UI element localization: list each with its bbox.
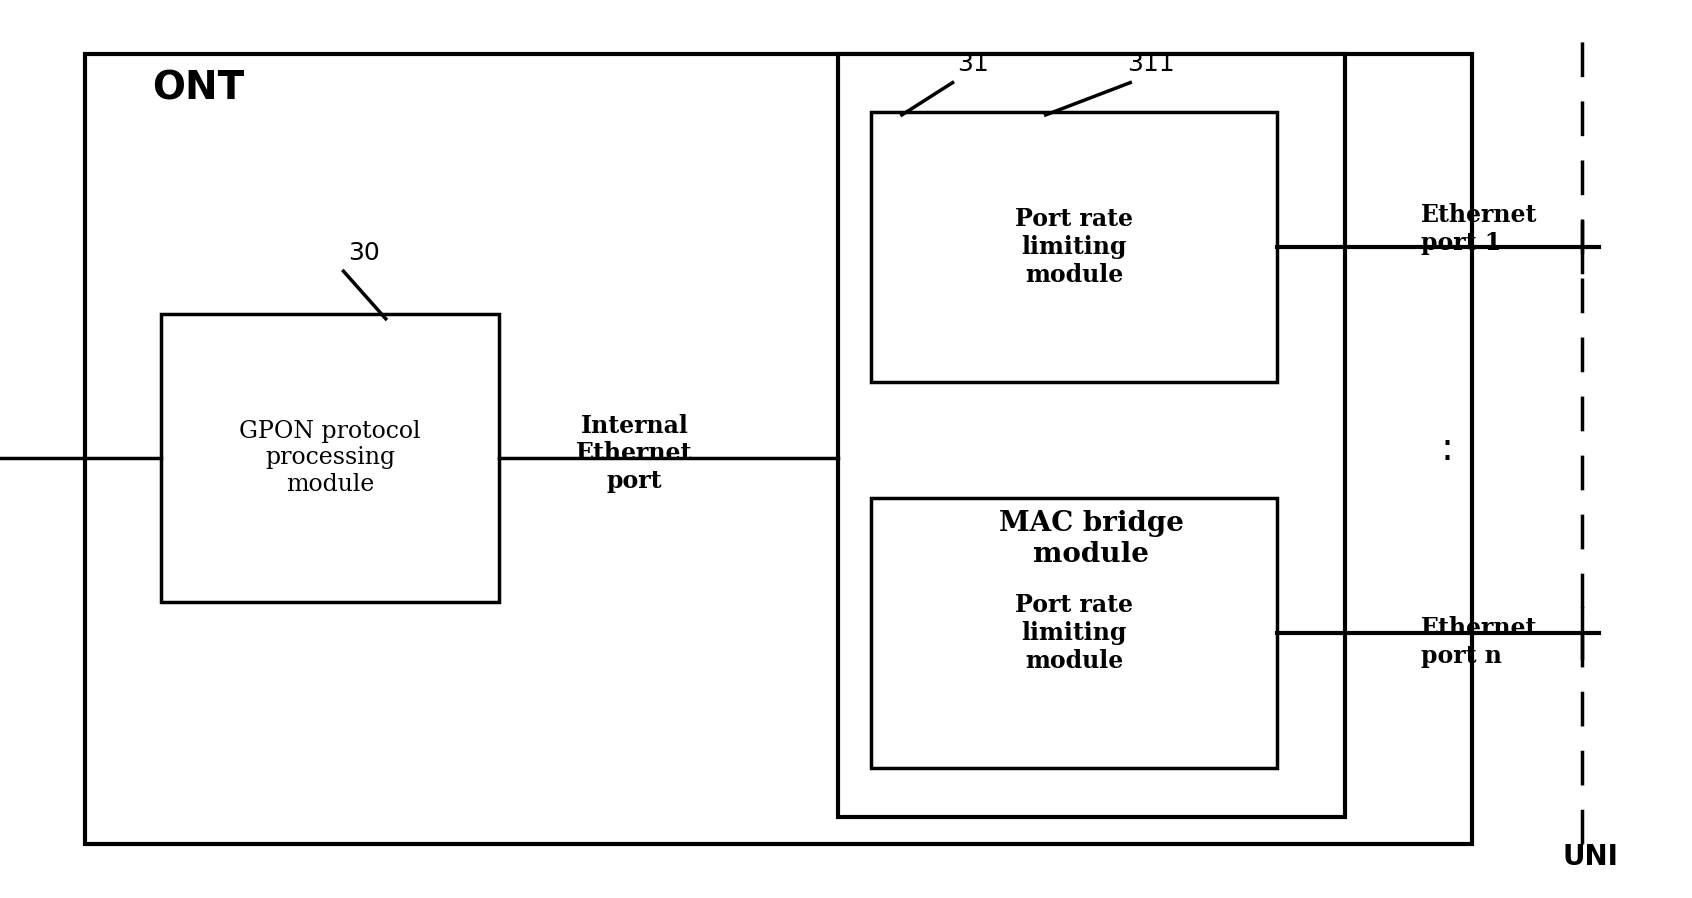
Bar	[838, 54, 1345, 817]
Bar	[85, 54, 1472, 844]
Text: :: :	[1440, 430, 1453, 468]
Text: Port rate
limiting
module: Port rate limiting module	[1015, 207, 1134, 286]
Text: GPON protocol
processing
module: GPON protocol processing module	[239, 420, 421, 496]
Text: Ethernet
port 1: Ethernet port 1	[1421, 203, 1538, 255]
Text: 30: 30	[349, 241, 379, 265]
Text: Port rate
limiting
module: Port rate limiting module	[1015, 594, 1134, 673]
Bar	[871, 112, 1277, 382]
Bar	[161, 314, 499, 602]
Bar	[871, 498, 1277, 768]
Text: MAC bridge
module: MAC bridge module	[998, 510, 1184, 568]
Text: ONT: ONT	[152, 70, 245, 108]
Text: 311: 311	[1127, 52, 1174, 76]
Text: UNI: UNI	[1562, 843, 1619, 871]
Text: 31: 31	[958, 52, 988, 76]
Text: Internal
Ethernet
port: Internal Ethernet port	[577, 414, 692, 493]
Text: Ethernet
port n: Ethernet port n	[1421, 616, 1538, 668]
